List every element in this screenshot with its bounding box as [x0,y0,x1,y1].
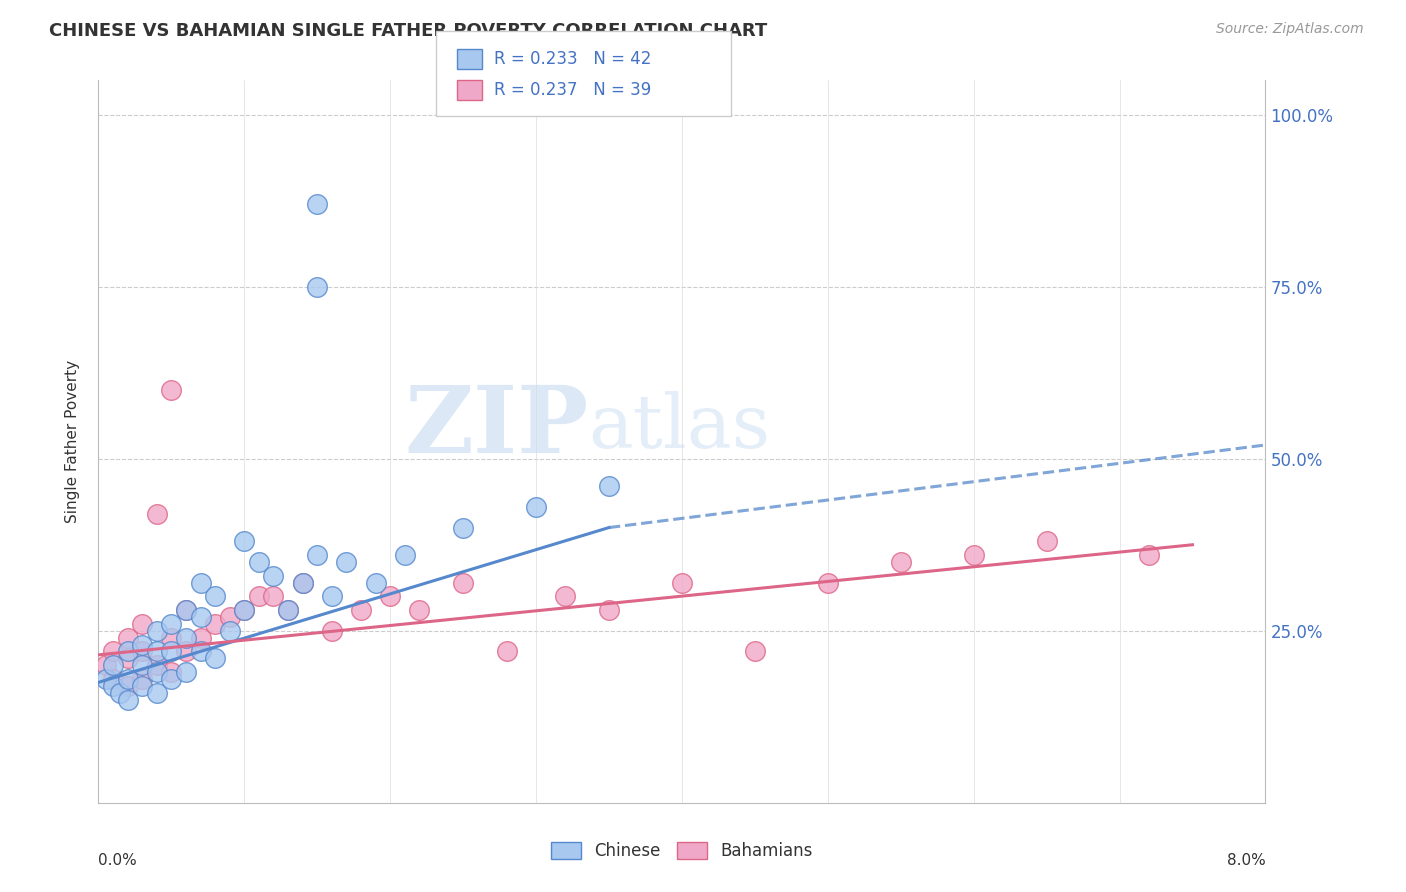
Point [94,658,117,673]
Point [131,616,153,631]
Point [174,603,197,617]
Point [218,610,240,624]
Point [204,651,226,665]
Point [233,603,256,617]
Point [408,603,430,617]
Point [117,672,139,686]
Point [146,665,169,679]
Point [131,679,153,693]
Point [247,590,270,604]
Point [117,679,139,693]
Point [131,644,153,658]
Point [160,631,183,645]
Point [247,555,270,569]
Point [890,555,912,569]
Text: 0.0%: 0.0% [98,854,138,869]
Text: R = 0.237   N = 39: R = 0.237 N = 39 [494,81,651,99]
Point [233,603,256,617]
Point [451,575,474,590]
Point [117,692,139,706]
Point [190,610,212,624]
Point [496,644,519,658]
Point [117,651,139,665]
Point [598,479,620,493]
Point [131,672,153,686]
Text: 8.0%: 8.0% [1226,854,1265,869]
Text: atlas: atlas [589,391,770,464]
Point [160,383,183,397]
Point [394,548,416,562]
Point [321,624,343,638]
Point [174,603,197,617]
Point [131,658,153,673]
Point [554,590,576,604]
Point [218,624,240,638]
Point [204,590,226,604]
Point [160,644,183,658]
Point [146,658,169,673]
Point [1137,548,1160,562]
Point [962,548,984,562]
Point [291,575,314,590]
Y-axis label: Single Father Poverty: Single Father Poverty [65,360,80,523]
Point [101,644,124,658]
Point [524,500,547,514]
Point [117,644,139,658]
Point [190,575,212,590]
Point [671,575,693,590]
Point [335,555,357,569]
Point [160,665,183,679]
Text: Source: ZipAtlas.com: Source: ZipAtlas.com [1216,22,1364,37]
Point [146,686,169,700]
Point [174,665,197,679]
Point [110,686,132,700]
Point [380,590,402,604]
Point [307,548,329,562]
Point [131,638,153,652]
Point [364,575,387,590]
Point [190,631,212,645]
Point [598,603,620,617]
Point [160,616,183,631]
Point [117,631,139,645]
Point [233,534,256,549]
Text: ZIP: ZIP [405,382,589,472]
Legend: Chinese, Bahamians: Chinese, Bahamians [544,835,820,867]
Point [101,658,124,673]
Text: CHINESE VS BAHAMIAN SINGLE FATHER POVERTY CORRELATION CHART: CHINESE VS BAHAMIAN SINGLE FATHER POVERT… [49,22,768,40]
Point [174,631,197,645]
Point [146,624,169,638]
Point [262,568,284,582]
Point [204,616,226,631]
Point [451,520,474,534]
Point [321,590,343,604]
Point [101,672,124,686]
Text: R = 0.233   N = 42: R = 0.233 N = 42 [494,50,651,68]
Point [101,679,124,693]
Point [174,644,197,658]
Point [190,644,212,658]
Point [1035,534,1057,549]
Point [277,603,299,617]
Point [744,644,766,658]
Point [160,672,183,686]
Point [291,575,314,590]
Point [262,590,284,604]
Point [277,603,299,617]
Point [94,672,117,686]
Point [146,507,169,521]
Point [307,197,329,211]
Point [146,644,169,658]
Point [817,575,839,590]
Point [307,279,329,293]
Point [350,603,373,617]
